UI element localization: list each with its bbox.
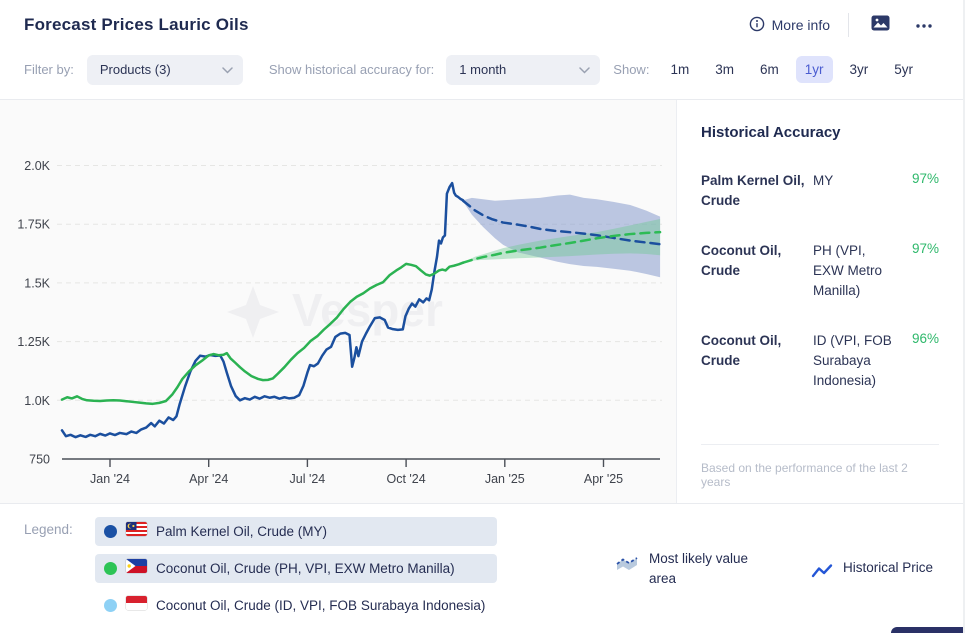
page-title: Forecast Prices Lauric Oils	[24, 15, 249, 34]
range-button-5yr[interactable]: 5yr	[894, 62, 914, 77]
accuracy-product: Palm Kernel Oil, Crude	[701, 173, 805, 208]
accuracy-percent: 97%	[911, 171, 939, 186]
range-button-3yr[interactable]: 3yr	[849, 62, 869, 77]
historical-price-icon	[811, 563, 833, 577]
accuracy-for-label: Show historical accuracy for:	[268, 62, 435, 77]
svg-text:1.5K: 1.5K	[24, 276, 50, 290]
show-label: Show:	[613, 62, 650, 77]
legend-item-label: Palm Kernel Oil, Crude (MY)	[156, 524, 328, 539]
svg-text:Oct '24: Oct '24	[386, 472, 425, 486]
legend-items: Palm Kernel Oil, Crude (MY) Coconut Oil, …	[95, 517, 498, 620]
svg-text:Apr '24: Apr '24	[189, 472, 228, 486]
chart-section: 750 1.0K 1.25K 1.5K 1.75K 2.0K Vesper Jan '24 Ap…	[0, 100, 963, 503]
range-button-6m[interactable]: 6m	[759, 62, 779, 77]
chart-key-legend: Most likely value area Historical Price	[615, 549, 933, 589]
legend-item-label: Coconut Oil, Crude (PH, VPI, EXW Metro M…	[156, 561, 455, 576]
svg-text:Jul '24: Jul '24	[290, 472, 326, 486]
country-flag-icon	[126, 522, 147, 541]
overflow-menu-button[interactable]	[911, 12, 937, 38]
image-icon	[871, 15, 890, 36]
more-info-label: More info	[771, 17, 830, 33]
accuracy-footnote: Based on the performance of the last 2 y…	[701, 444, 939, 503]
historical-accuracy-panel: Historical Accuracy Palm Kernel Oil, Cru…	[676, 100, 963, 503]
svg-text:Jan '25: Jan '25	[485, 472, 525, 486]
info-icon	[749, 16, 765, 35]
accuracy-period-value: 1 month	[459, 62, 507, 77]
accuracy-product: Coconut Oil, Crude	[701, 333, 782, 368]
range-button-1m[interactable]: 1m	[670, 62, 690, 77]
products-dropdown-value: Products (3)	[99, 62, 171, 77]
chevron-down-icon	[579, 62, 591, 77]
forecast-line-chart: 750 1.0K 1.25K 1.5K 1.75K 2.0K Vesper Jan '24 Ap…	[17, 159, 662, 486]
series-color-dot	[104, 562, 117, 575]
accuracy-period-dropdown[interactable]: 1 month	[446, 54, 601, 85]
price-chart[interactable]: 750 1.0K 1.25K 1.5K 1.75K 2.0K Vesper Jan '24 Ap…	[0, 100, 676, 503]
series-color-dot	[104, 525, 117, 538]
svg-text:1.25K: 1.25K	[17, 335, 50, 349]
filter-by-label: Filter by:	[24, 62, 74, 77]
filter-bar: Filter by: Products (3) Show historical …	[0, 40, 963, 100]
svg-text:750: 750	[29, 453, 50, 467]
range-button-3m[interactable]: 3m	[715, 62, 734, 77]
accuracy-region: PH (VPI, EXW Metro Manilla)	[813, 243, 883, 298]
accuracy-product: Coconut Oil, Crude	[701, 243, 782, 278]
accuracy-region: ID (VPI, FOB Surabaya Indonesia)	[813, 333, 892, 388]
more-info-button[interactable]: More info	[749, 16, 830, 35]
chart-key-label: Most likely value area	[648, 550, 749, 586]
series-color-dot	[104, 599, 117, 612]
country-flag-icon	[126, 596, 147, 615]
svg-text:Vesper: Vesper	[292, 284, 443, 336]
range-button-1yr[interactable]: 1yr	[795, 56, 833, 83]
series-legend: Legend: Palm Kernel Oil, Crude (MY) Cocon…	[24, 517, 498, 620]
accuracy-row: Coconut Oil, Crude ID (VPI, FOB Surabaya …	[701, 331, 939, 391]
chart-key-label: Historical Price	[842, 559, 933, 575]
legend-item[interactable]: Coconut Oil, Crude (PH, VPI, EXW Metro M…	[95, 554, 498, 583]
chart-key-line: Historical Price	[811, 558, 933, 580]
accuracy-row: Palm Kernel Oil, Crude MY 97%	[701, 171, 939, 211]
legend-item[interactable]: Coconut Oil, Crude (ID, VPI, FOB Surabay…	[95, 591, 497, 620]
range-buttons: 1m 3m 6m 1yr 3yr 5yr	[661, 56, 922, 83]
chevron-down-icon	[222, 62, 233, 77]
panel-header: Forecast Prices Lauric Oils More info	[0, 0, 963, 40]
accuracy-rows: Palm Kernel Oil, Crude MY 97% Coconut Oil, …	[701, 171, 939, 421]
legend-item-label: Coconut Oil, Crude (ID, VPI, FOB Surabay…	[156, 598, 486, 613]
svg-text:Apr '25: Apr '25	[584, 472, 623, 486]
chart-key-area: Most likely value area	[615, 549, 767, 589]
accuracy-percent: 97%	[911, 241, 939, 256]
legend-item[interactable]: Palm Kernel Oil, Crude (MY)	[95, 517, 498, 546]
products-dropdown[interactable]: Products (3)	[86, 54, 243, 85]
header-divider	[848, 13, 849, 37]
legend-section: Legend: Palm Kernel Oil, Crude (MY) Cocon…	[0, 503, 963, 633]
accuracy-row: Coconut Oil, Crude PH (VPI, EXW Metro Man…	[701, 241, 939, 301]
accuracy-percent: 96%	[911, 331, 939, 346]
svg-text:1.75K: 1.75K	[17, 218, 50, 232]
historical-accuracy-title: Historical Accuracy	[701, 124, 841, 141]
ellipsis-icon	[915, 16, 933, 34]
accuracy-region: MY	[813, 173, 834, 188]
svg-text:2.0K: 2.0K	[24, 159, 50, 173]
svg-text:Jan '24: Jan '24	[90, 472, 130, 486]
legend-label: Legend:	[24, 522, 73, 537]
export-image-button[interactable]	[867, 12, 893, 38]
country-flag-icon	[126, 559, 147, 578]
chat-widget-peek[interactable]	[891, 627, 963, 633]
header-actions: More info	[749, 12, 937, 38]
value-area-icon	[616, 556, 638, 570]
svg-text:1.0K: 1.0K	[24, 394, 50, 408]
